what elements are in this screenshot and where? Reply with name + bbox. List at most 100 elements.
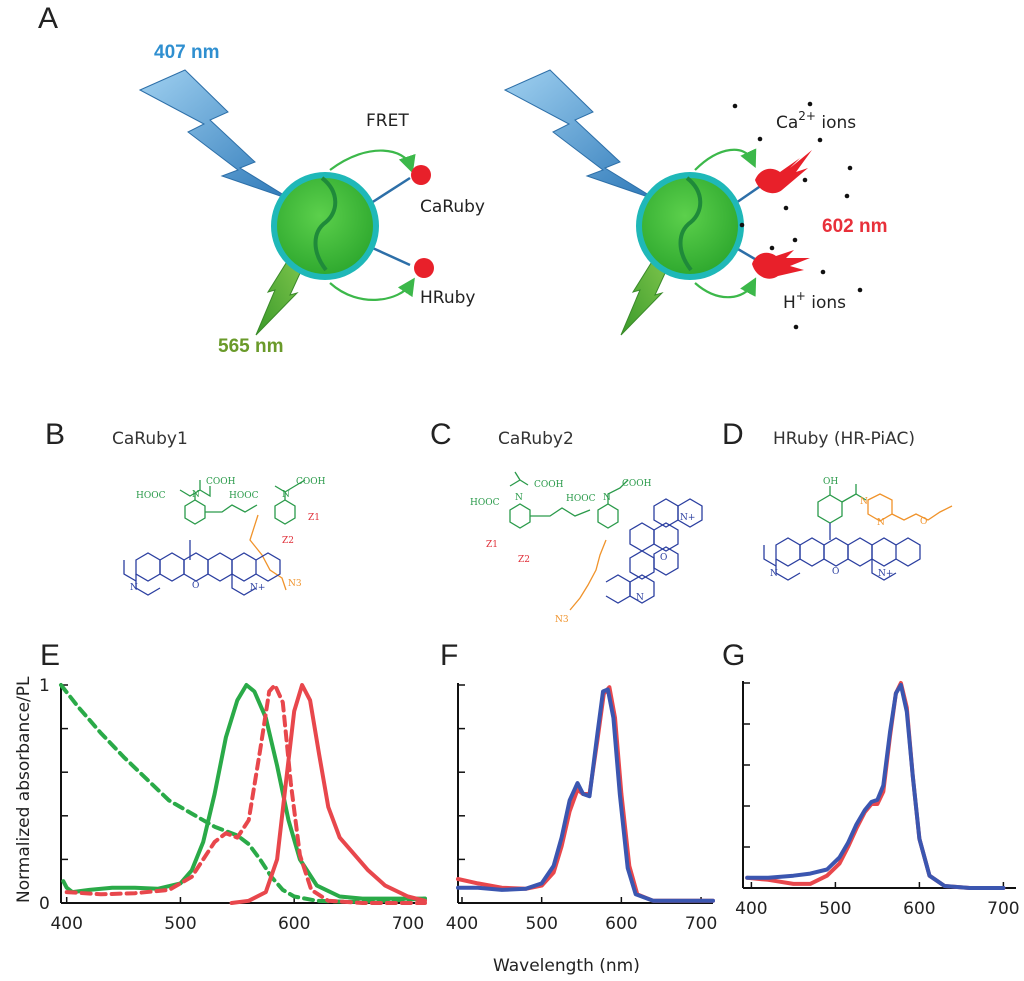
caruby2-cooh-left: COOH <box>534 480 564 490</box>
caruby2-z1: Z1 <box>486 540 498 550</box>
caruby1-cooh-left: COOH <box>206 477 236 487</box>
y-axis-label: Normalized absorbance/PL <box>14 676 34 903</box>
caruby1-o-bridge: O <box>192 581 199 591</box>
caruby2-n-right: N <box>603 493 611 503</box>
caruby2-hooc-left: HOOC <box>470 498 500 508</box>
fret-arrow-down-right <box>694 277 757 299</box>
hruby-label: HRuby <box>420 288 475 308</box>
caruby1-n-right: N <box>282 490 290 500</box>
x-tick-label: 400 <box>446 914 478 934</box>
svg-text:Ca2+ ions: Ca2+ ions <box>776 109 856 133</box>
spectra-panels: E F G Normalized absorbance/PL Wavelengt… <box>14 639 1020 976</box>
nanoparticle-sphere-right <box>636 172 744 280</box>
ca-ions-suffix: ions <box>816 113 856 133</box>
svg-text:H+ ions: H+ ions <box>783 289 846 313</box>
sphere-seam-right <box>678 176 703 272</box>
x-tick-label: 500 <box>819 899 851 919</box>
green-emission-wavelength: 565 nm <box>218 336 283 357</box>
caruby1-hooc-right: HOOC <box>229 491 259 501</box>
panel-a: A 407 nm 565 nm FRET CaRuby HRuby <box>38 2 887 357</box>
panel-letter-f: F <box>440 639 458 672</box>
h-ions-prefix: H <box>783 293 796 313</box>
x-tick-label: 600 <box>605 914 637 934</box>
x-tick-label: 600 <box>903 899 935 919</box>
y-tick-label-0: 0 <box>39 894 50 914</box>
excitation-bolt-icon <box>138 69 293 201</box>
caruby1-hooc-left: HOOC <box>136 491 166 501</box>
caruby1-z2: Z2 <box>282 536 294 546</box>
caruby2-structure: COOH HOOC N COOH HOOC N Z1 Z2 N3 N+ N O <box>470 471 703 625</box>
caruby1-n3: N3 <box>288 579 302 589</box>
x-tick-label: 700 <box>392 914 424 934</box>
caruby2-n-left: N <box>515 493 523 503</box>
h-ions-charge: + <box>796 289 806 303</box>
x-axis-label: Wavelength (nm) <box>493 956 640 976</box>
series-line-1 <box>456 687 715 903</box>
caruby2-title: CaRuby2 <box>498 429 574 449</box>
x-tick-label: 700 <box>987 899 1019 919</box>
excitation-wavelength: 407 nm <box>154 42 219 63</box>
hruby-dye <box>414 258 434 278</box>
panel-letter-d: D <box>722 418 744 451</box>
series-line-2 <box>64 683 427 905</box>
left-construct: 407 nm 565 nm FRET CaRuby HRuby <box>138 42 485 357</box>
caruby1-structure: COOH HOOC N COOH HOOC N N3 Z2 Z1 O N N+ <box>123 477 326 596</box>
caruby2-n-julolidine: N <box>636 593 644 603</box>
h-ions-suffix: ions <box>806 293 846 313</box>
h-red-emission-bolt-icon <box>752 250 810 279</box>
caruby1-cooh-right: COOH <box>296 477 326 487</box>
ca-red-emission-bolt-icon <box>755 150 812 194</box>
fret-arrow-down <box>329 277 415 301</box>
series-line-3 <box>229 683 427 905</box>
panel-letter-c: C <box>430 418 452 451</box>
sphere-seam <box>313 176 338 272</box>
hruby-oh: OH <box>823 477 838 487</box>
caruby1-n-left: N <box>192 490 200 500</box>
hruby-n-plus: N+ <box>878 569 893 579</box>
caruby2-n3: N3 <box>555 615 569 625</box>
structure-headers: B CaRuby1 C CaRuby2 D HRuby (HR-PiAC) <box>45 418 915 451</box>
ca-ions-prefix: Ca <box>776 113 798 133</box>
panel-letter-a: A <box>38 2 58 35</box>
chart-f: 400 500 600 700 <box>446 683 717 934</box>
x-tick-label: 400 <box>735 899 767 919</box>
caruby1-n-plus: N+ <box>250 583 265 593</box>
caruby-linker <box>367 176 411 207</box>
hruby-n-piperazine: N <box>877 518 885 528</box>
caruby2-n-plus: N+ <box>680 513 695 523</box>
series-line-0 <box>59 683 427 904</box>
chart-g: 400 500 600 700 <box>735 681 1020 919</box>
caruby-label: CaRuby <box>420 197 485 217</box>
red-emission-wavelength: 602 nm <box>822 216 887 237</box>
panel-letter-g: G <box>722 639 745 672</box>
chart-e: 0 1 400 500 600 700 <box>39 676 427 934</box>
ion-dots <box>732 101 863 330</box>
x-tick-label: 400 <box>50 914 82 934</box>
hruby-o-bridge: O <box>832 567 839 577</box>
caruby2-cooh-right: COOH <box>622 479 652 489</box>
panel-letter-b: B <box>45 418 65 451</box>
fret-label: FRET <box>366 111 409 131</box>
hruby-title: HRuby (HR-PiAC) <box>773 429 915 449</box>
caruby2-z2: Z2 <box>518 555 530 565</box>
caruby1-n-julolidine: N <box>130 583 138 593</box>
hruby-n-julolidine: N <box>770 569 778 579</box>
nanoparticle-sphere <box>271 172 379 280</box>
x-tick-label: 500 <box>164 914 196 934</box>
hruby-n-amide: N <box>860 497 868 507</box>
x-tick-label: 500 <box>525 914 557 934</box>
series-line-1 <box>745 683 1006 890</box>
series-line-0 <box>745 681 1006 890</box>
caruby1-z1: Z1 <box>308 513 320 523</box>
series-line-1 <box>61 683 427 901</box>
fret-arrow-up <box>329 149 416 174</box>
caruby-dye <box>411 165 431 185</box>
hruby-structure: OH N N O O N N+ <box>763 477 953 581</box>
y-tick-label-1: 1 <box>39 676 50 696</box>
x-tick-label: 700 <box>685 914 717 934</box>
excitation-bolt-icon-right <box>503 69 658 201</box>
ca-ions-charge: 2+ <box>798 109 816 123</box>
hruby-o-ester: O <box>920 517 927 527</box>
x-tick-label: 600 <box>278 914 310 934</box>
